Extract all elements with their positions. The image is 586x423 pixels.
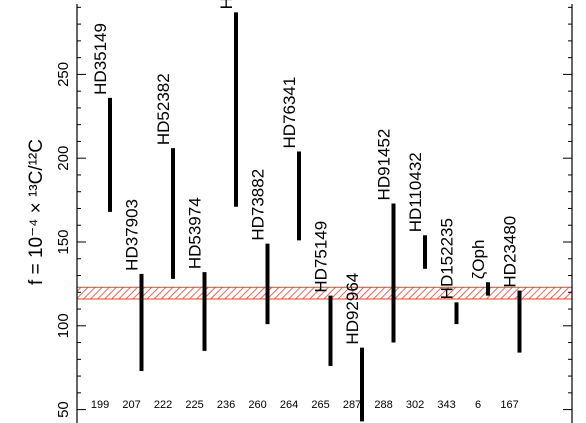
star-name-label: HD76341 (280, 77, 299, 149)
star-name-label: ζOph (469, 240, 488, 280)
star-number-label: 302 (406, 399, 424, 411)
star-number-label: 236 (217, 399, 235, 411)
star-name-label: HD37903 (123, 199, 142, 271)
star-name-label: HD52382 (154, 73, 173, 145)
star-name-label: HD92964 (343, 273, 362, 345)
star-number-label: 222 (154, 399, 172, 411)
star-name-label: HD110432 (406, 152, 425, 232)
star-number-label: 264 (280, 399, 298, 411)
star-number-label: 225 (185, 399, 203, 411)
star-name-label: HD73882 (249, 169, 268, 241)
y-axis-label-text: f = 10⁻⁴ × ¹³C/¹²C (26, 139, 47, 285)
star-name-label: HD91452 (375, 129, 394, 201)
y-axis-label: f = 10⁻⁴ × ¹³C/¹²C (26, 139, 47, 285)
star-number-label: 288 (374, 399, 392, 411)
star-name-label: HD35149 (91, 23, 110, 95)
star-name-label: HD53974 (186, 197, 205, 269)
star-name-label: HD152235 (438, 218, 457, 299)
star-name-label: HD75149 (312, 221, 331, 293)
y-tick-label: 100 (55, 313, 72, 338)
star-number-label: 287 (343, 399, 361, 411)
star-number-label: 207 (122, 399, 140, 411)
star-name-label: HD58510 (217, 0, 236, 9)
y-tick-label: 50 (55, 401, 72, 418)
star-number-label: 265 (311, 399, 329, 411)
star-number-label: 260 (248, 399, 266, 411)
y-tick-label: 200 (55, 146, 72, 171)
star-number-label: 343 (437, 399, 455, 411)
star-number-label: 199 (91, 399, 109, 411)
hatched-band (77, 287, 572, 299)
star-number-label: 6 (475, 399, 481, 411)
y-tick-label: 250 (55, 62, 72, 87)
star-number-label: 167 (500, 399, 518, 411)
y-tick-label: 150 (55, 229, 72, 254)
star-name-label: HD23480 (501, 216, 520, 288)
